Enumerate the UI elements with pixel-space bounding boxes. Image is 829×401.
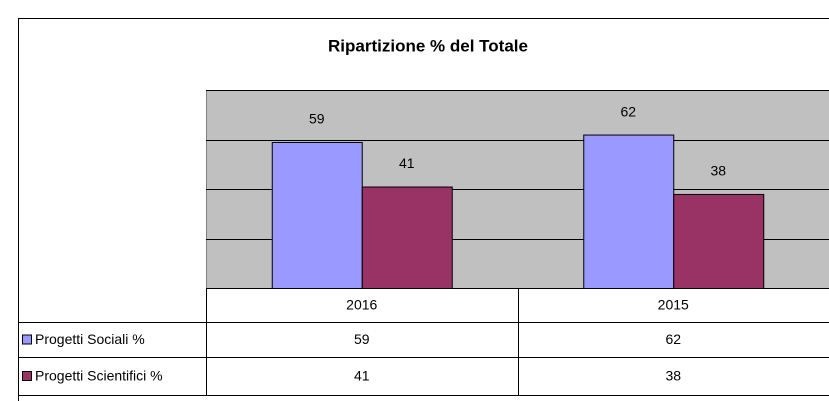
chart-border — [18, 18, 829, 401]
x-tick-label: 2016 — [346, 297, 377, 313]
table-value: 62 — [665, 331, 681, 347]
legend-label: Progetti Scientifici % — [35, 368, 163, 384]
bar — [361, 186, 453, 289]
data-label: 62 — [620, 103, 636, 119]
bar — [583, 134, 675, 289]
data-label: 59 — [309, 111, 325, 127]
legend-key — [22, 371, 32, 381]
legend-label: Progetti Sociali % — [35, 331, 145, 347]
table-value: 59 — [354, 331, 370, 347]
data-label: 41 — [399, 155, 415, 171]
legend-key — [22, 334, 32, 345]
table-value: 41 — [354, 368, 370, 384]
bar — [673, 193, 765, 289]
table-value: 38 — [665, 368, 681, 384]
bar — [271, 141, 363, 289]
chart-title: Ripartizione % del Totale — [328, 36, 528, 55]
data-label: 38 — [710, 163, 726, 179]
x-tick-label: 2015 — [658, 297, 689, 313]
